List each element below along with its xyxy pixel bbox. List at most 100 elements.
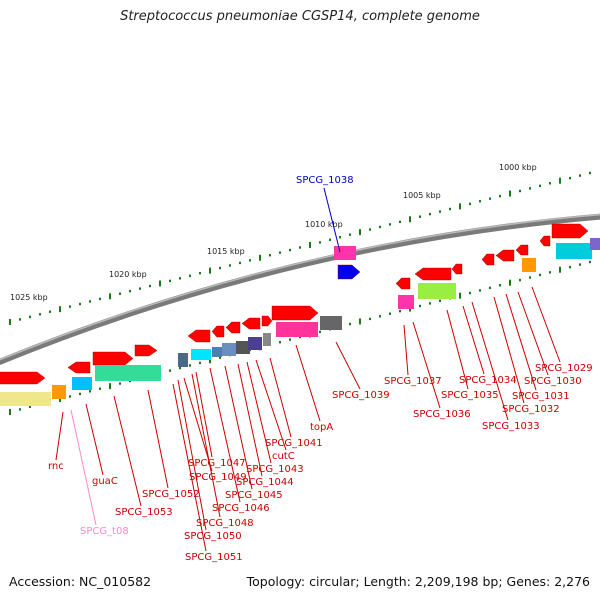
gene-label[interactable]: SPCG_1043 xyxy=(246,464,304,475)
gene-arrow[interactable] xyxy=(67,361,91,374)
gene-arrow[interactable] xyxy=(481,253,495,266)
gene-label[interactable]: rnc xyxy=(48,461,64,472)
gene-arrow[interactable] xyxy=(187,329,211,343)
gene-arrow[interactable] xyxy=(241,317,261,330)
feature-box[interactable] xyxy=(248,337,262,350)
outer-tick-mark xyxy=(449,207,451,211)
feature-box[interactable] xyxy=(320,316,342,330)
gene-leader-line xyxy=(471,301,509,421)
feature-layer xyxy=(0,223,600,406)
gene-arrow[interactable] xyxy=(271,305,319,321)
inner-tick-mark xyxy=(199,361,201,365)
gene-label[interactable]: SPCG_1044 xyxy=(236,477,294,488)
feature-box[interactable] xyxy=(556,243,592,259)
gene-label[interactable]: SPCG_1046 xyxy=(212,503,270,514)
gene-arrow[interactable] xyxy=(225,321,241,334)
label-layer: SPCG_1038 SPCG_1029 SPCG_1030 SPCG_1031 SPCG… xyxy=(48,175,593,563)
feature-box[interactable] xyxy=(236,341,250,354)
gene-label[interactable]: cutC xyxy=(272,451,295,462)
feature-box[interactable] xyxy=(522,258,536,272)
gene-arrow[interactable] xyxy=(551,223,589,239)
feature-box[interactable] xyxy=(0,392,51,406)
outer-tick-mark xyxy=(389,223,391,226)
gene-arrow[interactable] xyxy=(0,371,46,385)
gene-arrow-highlight[interactable] xyxy=(337,264,361,280)
map-title: Streptococcus pneumoniae CGSP14, complet… xyxy=(120,9,480,24)
feature-box[interactable] xyxy=(590,238,600,250)
gene-leader-line xyxy=(246,361,272,464)
outer-tick-mark xyxy=(579,174,581,177)
gene-label[interactable]: SPCG_1047 xyxy=(188,458,246,469)
feature-box[interactable] xyxy=(212,347,222,357)
gene-label[interactable]: SPCG_1030 xyxy=(524,376,582,387)
gene-arrow[interactable] xyxy=(539,235,551,247)
gene-label[interactable]: SPCG_1036 xyxy=(413,409,471,420)
gene-label[interactable]: SPCG_1031 xyxy=(512,391,570,402)
outer-tick-mark xyxy=(409,216,411,223)
inner-tick-mark xyxy=(349,322,351,326)
feature-box[interactable] xyxy=(52,385,66,399)
gene-label[interactable]: SPCG_1041 xyxy=(265,438,323,449)
gene-leader-line xyxy=(191,373,221,518)
gene-arrow[interactable] xyxy=(395,277,411,290)
gene-label[interactable]: SPCG_1034 xyxy=(459,375,517,386)
gene-leader-line xyxy=(531,286,561,363)
gene-label[interactable]: SPCG_1048 xyxy=(196,518,254,529)
feature-box[interactable] xyxy=(398,295,414,309)
gene-label[interactable]: SPCG_1037 xyxy=(384,376,442,387)
gene-label[interactable]: SPCG_1053 xyxy=(115,507,173,518)
feature-box[interactable] xyxy=(191,349,211,360)
gene-arrow[interactable] xyxy=(515,244,529,256)
gene-arrow[interactable] xyxy=(211,325,225,338)
gene-label[interactable]: SPCG_1049 xyxy=(189,472,247,483)
gene-label[interactable]: SPCG_t08 xyxy=(80,526,129,537)
outer-tick-mark xyxy=(429,212,431,216)
feature-box[interactable] xyxy=(418,283,456,299)
outer-tick-mark xyxy=(589,171,591,175)
gene-label[interactable]: SPCG_1050 xyxy=(184,531,242,542)
feature-box[interactable] xyxy=(178,353,188,367)
gene-arrow[interactable] xyxy=(92,351,134,366)
gene-arrow[interactable] xyxy=(261,315,273,327)
inner-tick-mark xyxy=(519,278,521,282)
outer-tick-mark xyxy=(459,203,461,210)
outer-tick-mark xyxy=(209,267,211,274)
inner-tick-mark xyxy=(589,260,591,264)
outer-tick-mark xyxy=(39,313,41,316)
inner-tick-mark xyxy=(99,387,101,390)
outer-tick-mark xyxy=(199,271,201,275)
feature-box[interactable] xyxy=(72,377,92,390)
gene-leader-line xyxy=(195,371,213,458)
inner-tick-mark xyxy=(59,396,61,403)
gene-label[interactable]: SPCG_1052 xyxy=(142,489,200,500)
outer-tick-mark xyxy=(569,176,571,180)
outer-tick-mark xyxy=(19,318,21,321)
gene-label[interactable]: guaC xyxy=(92,476,118,487)
gene-arrow[interactable] xyxy=(495,249,515,262)
gene-label[interactable]: SPCG_1045 xyxy=(225,490,283,501)
feature-box[interactable] xyxy=(334,246,356,260)
gene-label[interactable]: SPCG_1039 xyxy=(332,390,390,401)
gene-leader-line xyxy=(412,321,441,409)
gene-label[interactable]: SPCG_1033 xyxy=(482,421,540,432)
feature-box[interactable] xyxy=(276,322,318,337)
gene-label[interactable]: SPCG_1029 xyxy=(535,363,593,374)
gene-label[interactable]: topA xyxy=(310,422,333,433)
feature-box[interactable] xyxy=(95,365,161,381)
inner-tick-mark xyxy=(509,279,511,286)
gene-label[interactable]: SPCG_1051 xyxy=(185,552,243,563)
gene-label[interactable]: SPCG_1032 xyxy=(502,404,560,415)
gene-label[interactable]: SPCG_1038 xyxy=(296,175,354,186)
outer-tick-mark xyxy=(299,246,301,249)
gene-arrow[interactable] xyxy=(451,263,463,275)
outer-tick-mark xyxy=(549,182,551,185)
outer-tick-mark xyxy=(309,241,311,248)
gene-arrow[interactable] xyxy=(134,344,158,357)
feature-box[interactable] xyxy=(263,333,271,346)
feature-box[interactable] xyxy=(222,343,236,356)
gene-leader-line xyxy=(517,291,549,376)
outer-tick-mark xyxy=(539,184,541,188)
gene-label[interactable]: SPCG_1035 xyxy=(441,390,499,401)
gene-arrow[interactable] xyxy=(414,267,452,281)
gene-leader-line xyxy=(493,296,525,404)
